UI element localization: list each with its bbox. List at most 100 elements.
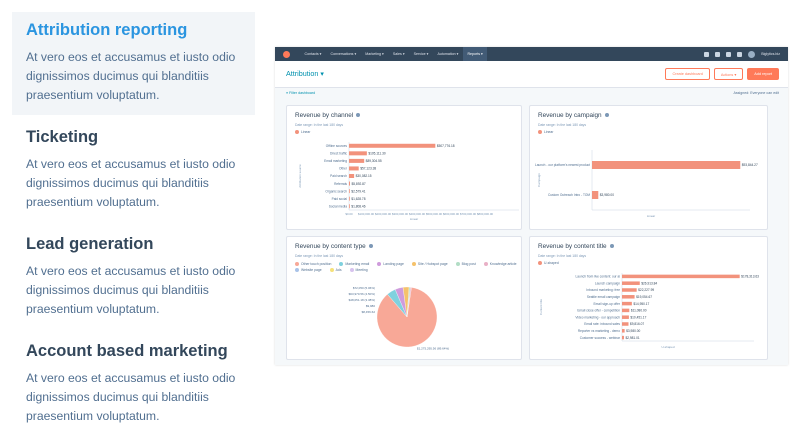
bar [622,295,635,299]
info-icon[interactable] [356,113,361,118]
category-label: Customer success - webinar [580,336,621,340]
card-title[interactable]: Revenue by content title [538,243,614,250]
account-name[interactable]: Biglytics.biz [761,52,780,56]
pie-data-label: $63,970.56 (4.50%) [349,292,375,296]
nav-item-contacts[interactable]: Contacts ▾ [304,52,322,56]
data-label: $22,227.99 [638,288,654,292]
nav-menu: Contacts ▾ Conversations ▾ Marketing ▾ Sale… [300,47,488,61]
nav-item-service[interactable]: Service ▾ [413,52,429,56]
bar [349,204,350,209]
data-label: $11,080.00 [631,309,647,313]
bar [592,161,741,169]
x-axis-title: Linear [410,217,418,221]
chart-legend: U-shaped [538,261,768,265]
data-label: $2,981.01 [625,336,639,340]
data-label: $1,628.78 [351,197,365,201]
pie-data-label: $1,275,295.56 (89.64%) [417,347,449,351]
x-tick-label: $800,000.00 [477,212,493,216]
dashboard-header: Attribution ▾ Create dashboard Actions ▾… [275,61,788,88]
legend-item[interactable]: Site / Hubspot page [411,262,448,266]
legend-item[interactable]: Other touch position [295,262,331,266]
legend-swatch [455,262,460,266]
bar [622,308,630,313]
chart-legend: Other touch position Marketing email Landi… [295,262,525,272]
category-label: Email marketing [324,159,347,163]
bar [349,174,355,178]
assigned-label[interactable]: Assigned: Everyone can edit [733,91,779,95]
notifications-icon[interactable] [737,51,743,57]
pie-data-label: $48,051.18 (3.38%) [349,298,375,302]
nav-item-sales[interactable]: Sales ▾ [392,52,405,56]
legend-label: Ads [335,268,342,272]
data-label: $14,950.17 [633,302,649,306]
legend-item[interactable]: Ads [329,268,342,272]
category-label: Email sign-up offer [593,302,620,306]
filter-dashboard-link[interactable]: ≡ Filter dashboard [286,91,316,95]
data-label: $10,451.17 [630,315,646,319]
feature-account-based-marketing[interactable]: Account based marketing At vero eos et a… [12,333,255,436]
feature-ticketing[interactable]: Ticketing At vero eos et accusamus et iu… [12,119,255,222]
create-dashboard-button[interactable]: Create dashboard [665,68,710,80]
legend-item[interactable]: Blog post [455,262,476,266]
revenue-by-channel-card: Revenue by channel Date range: In the la… [286,105,522,230]
x-axis-title: U-shaped [661,345,674,349]
settings-icon[interactable] [726,51,732,57]
data-label: $93,844.27 [742,163,758,167]
dashboard-title[interactable]: Attribution ▾ [286,69,324,78]
nav-item-reports[interactable]: Reports ▾ [462,47,488,61]
legend-item[interactable]: Knowledge article [483,262,517,266]
date-range: Date range: In the last 180 days [538,123,587,127]
nav-utilities: Biglytics.biz [704,47,780,61]
legend-label: Marketing email [345,262,370,266]
legend-item[interactable]: Landing page [377,262,404,266]
legend-label: Knowledge article [489,262,517,266]
chevron-down-icon: ▾ [320,69,324,78]
actions-button[interactable]: Actions ▾ [713,68,744,80]
feature-lead-generation[interactable]: Lead generation At vero eos et accusamus… [12,226,255,329]
legend-item[interactable]: Website page [295,268,322,272]
category-label: Inbound marketing: free [586,288,620,292]
info-icon[interactable] [609,244,614,249]
category-label: Social media [329,204,347,208]
feature-attribution[interactable]: Attribution reporting At vero eos et acc… [12,12,255,115]
revenue-by-content-type-card: Revenue by content type Date range: In t… [286,236,522,360]
filter-bar: ≡ Filter dashboard Assigned: Everyone ca… [275,88,788,102]
category-label: Organic search [325,189,347,193]
bar [622,274,740,279]
date-range: Date range: In the last 180 days [295,254,344,258]
category-label: Custom Outreach Intro - TOM [548,193,590,197]
bar [349,158,365,163]
card-title[interactable]: Revenue by content type [295,243,373,250]
info-icon[interactable] [604,113,609,118]
avatar[interactable] [748,50,756,58]
card-title[interactable]: Revenue by campaign [538,112,609,119]
legend-item[interactable]: Marketing email [339,262,369,266]
date-range: Date range: In the last 180 days [538,254,587,258]
nav-item-conversations[interactable]: Conversations ▾ [330,52,357,56]
x-tick-label: $100,000.00 [358,212,374,216]
date-range: Date range: In the last 180 days [295,123,344,127]
dashboard-screenshot: Contacts ▾ Conversations ▾ Marketing ▾ Sale… [275,47,788,365]
nav-item-automation[interactable]: Automation ▾ [437,52,459,56]
category-label: Video marketing - our approach [575,315,620,319]
card-title[interactable]: Revenue by channel [295,112,361,119]
marketplace-icon[interactable] [715,51,721,57]
info-icon[interactable] [368,244,373,249]
bar [622,329,625,333]
category-label: Launch campaign [595,281,620,285]
data-label: $30,082.15 [356,174,372,178]
legend-item[interactable]: Meeting [349,268,368,272]
bar [349,196,350,201]
add-report-button[interactable]: Add report [747,68,779,80]
legend-label: Site / Hubspot page [417,262,448,266]
top-navigation: Contacts ▾ Conversations ▾ Marketing ▾ Sale… [275,47,788,61]
data-label: $9,816.07 [630,322,644,326]
nav-item-marketing[interactable]: Marketing ▾ [365,52,384,56]
category-label: Other [339,167,348,171]
hubspot-logo-icon[interactable] [283,50,290,58]
feature-description: At vero eos et accusamus et iusto odio d… [26,371,236,423]
legend-swatch [483,262,488,266]
y-axis-title: Attribution source [298,164,302,188]
search-icon[interactable] [704,51,710,57]
data-label: $178,313.63 [741,275,759,279]
